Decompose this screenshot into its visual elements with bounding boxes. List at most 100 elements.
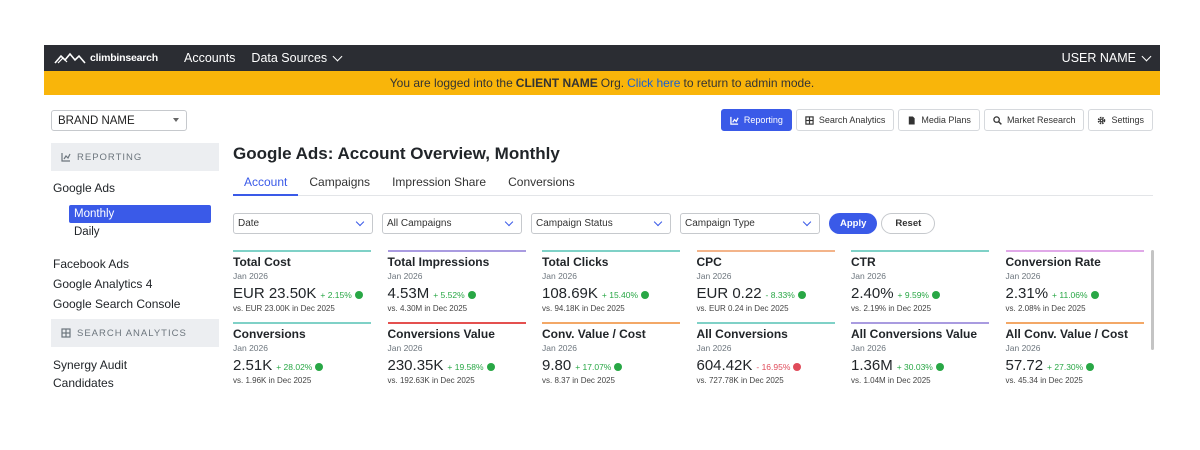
chevron-down-icon — [1141, 51, 1152, 61]
metric-card: Conversions Jan 2026 2.51K + 28.02% vs. 1.96… — [233, 322, 371, 390]
metric-change: + 15.40% — [602, 290, 650, 300]
reporting-button[interactable]: Reporting — [720, 109, 792, 131]
arrow-up-circle-icon — [1090, 291, 1099, 299]
brand-select[interactable]: BRAND NAME — [51, 110, 187, 131]
reset-button[interactable]: Reset — [881, 213, 936, 234]
campaign-status-select[interactable]: Campaign Status — [531, 213, 671, 234]
reporting-button-label: Reporting — [743, 115, 783, 125]
metric-card: All Conversions Jan 2026 604.42K - 16.95% vs… — [696, 322, 835, 390]
metric-accent-bar — [387, 322, 526, 324]
metric-accent-bar — [542, 250, 680, 252]
settings-button[interactable]: Settings — [1088, 109, 1153, 131]
metric-accent-bar — [851, 322, 989, 324]
metric-change: + 28.02% — [276, 362, 324, 372]
metric-comparison: vs. 2.08% in Dec 2025 — [1005, 304, 1086, 313]
metric-change: - 8.33% — [766, 290, 806, 300]
date-select[interactable]: Date — [233, 213, 373, 234]
arrow-down-circle-icon — [793, 363, 802, 371]
logo[interactable]: climbinsearch — [44, 52, 184, 64]
return-admin-link[interactable]: Click here — [627, 76, 681, 90]
metric-accent-bar — [1005, 322, 1144, 324]
metric-comparison: vs. 8.37 in Dec 2025 — [542, 376, 615, 385]
campaigns-select-value: All Campaigns — [387, 218, 452, 229]
metric-value: EUR 0.22 — [696, 285, 762, 302]
settings-button-label: Settings — [1111, 115, 1144, 125]
sidebar-item-google-search-console[interactable]: Google Search Console — [53, 297, 181, 311]
metric-accent-bar — [233, 322, 371, 324]
sidebar-item-google-ads[interactable]: Google Ads — [53, 181, 116, 195]
nav-data-sources-dropdown[interactable]: Data Sources — [251, 51, 343, 65]
page-title: Google Ads: Account Overview, Monthly — [233, 144, 560, 163]
market-research-button-label: Market Research — [1006, 115, 1076, 125]
sidebar-item-facebook-ads[interactable]: Facebook Ads — [53, 257, 130, 271]
chevron-down-icon — [355, 217, 365, 227]
metric-period: Jan 2026 — [696, 343, 732, 353]
metric-card: CTR Jan 2026 2.40% + 9.59% vs. 2.19% in Dec … — [851, 250, 989, 318]
arrow-up-circle-icon — [354, 291, 363, 299]
metric-value: 2.51K — [233, 357, 273, 374]
admin-banner: You are logged into the CLIENT NAME Org.… — [44, 71, 1160, 95]
sidebar-item-candidates[interactable]: Candidates — [53, 376, 114, 390]
logo-text: climbinsearch — [90, 52, 159, 64]
metric-value: 57.72 — [1005, 357, 1044, 374]
tab-conversions[interactable]: Conversions — [508, 175, 575, 189]
metric-card: CPC Jan 2026 EUR 0.22- 8.33% vs. EUR 0.24 i… — [696, 250, 835, 318]
sidebar-section-search-label: SEARCH ANALYTICS — [77, 327, 187, 339]
metric-period: Jan 2026 — [1005, 271, 1041, 281]
metric-accent-bar — [851, 250, 989, 252]
campaigns-select[interactable]: All Campaigns — [382, 213, 522, 234]
metric-comparison: vs. 1.96K in Dec 2025 — [233, 376, 312, 385]
campaign-type-select[interactable]: Campaign Type — [680, 213, 820, 234]
sidebar-item-synergy-audit[interactable]: Synergy Audit — [53, 358, 128, 372]
metric-accent-bar — [542, 322, 680, 324]
search-analytics-button[interactable]: Search Analytics — [795, 109, 895, 131]
sidebar-section-search-analytics: SEARCH ANALYTICS — [51, 319, 219, 347]
arrow-up-circle-icon — [1086, 363, 1095, 371]
metric-change-value: + 5.52% — [433, 290, 465, 300]
metric-comparison: vs. 94.18K in Dec 2025 — [542, 304, 625, 313]
sidebar-item-google-analytics-4[interactable]: Google Analytics 4 — [53, 277, 153, 291]
metric-change-value: + 9.59% — [897, 290, 929, 300]
metric-change-value: - 16.95% — [756, 362, 791, 372]
metric-accent-bar — [696, 322, 835, 324]
apply-button[interactable]: Apply — [829, 213, 878, 234]
metric-value: 230.35K — [387, 357, 444, 374]
metric-period: Jan 2026 — [1005, 343, 1041, 353]
sidebar-item-monthly[interactable]: Monthly — [69, 205, 211, 223]
tab-campaigns[interactable]: Campaigns — [309, 175, 371, 189]
arrow-up-circle-icon — [315, 363, 324, 371]
metric-change: + 17.07% — [575, 362, 623, 372]
date-select-value: Date — [238, 218, 260, 229]
metric-value: 2.40% — [851, 285, 894, 302]
metric-value: 1.36M — [851, 357, 893, 374]
metric-change-value: + 17.07% — [575, 362, 612, 372]
metric-change: + 19.58% — [447, 362, 495, 372]
media-plans-button[interactable]: Media Plans — [898, 109, 980, 131]
module-toolbar: Reporting Search Analytics Media Plans — [717, 109, 1153, 131]
metric-title: All Conv. Value / Cost — [1005, 327, 1128, 341]
metric-title: Conversions — [233, 327, 306, 341]
metric-accent-bar — [1005, 250, 1144, 252]
tab-account[interactable]: Account — [233, 169, 299, 196]
metric-change: + 11.06% — [1052, 290, 1099, 300]
metric-change-value: + 27.30% — [1047, 362, 1084, 372]
sidebar-item-daily[interactable]: Daily — [74, 226, 100, 238]
market-research-button[interactable]: Market Research — [983, 109, 1085, 131]
metric-change-value: + 11.06% — [1052, 290, 1088, 300]
metric-title: Conv. Value / Cost — [542, 327, 646, 341]
metric-value: 604.42K — [696, 357, 753, 374]
arrow-up-circle-icon — [467, 291, 476, 299]
metric-accent-bar — [387, 250, 526, 252]
tab-impression-share[interactable]: Impression Share — [392, 175, 487, 189]
arrow-up-circle-icon — [935, 363, 944, 371]
metric-period: Jan 2026 — [851, 271, 886, 281]
arrow-up-circle-icon — [614, 363, 623, 371]
metric-comparison: vs. 4.30M in Dec 2025 — [387, 304, 468, 313]
user-menu[interactable]: USER NAME — [1062, 51, 1152, 65]
chevron-down-icon — [653, 217, 663, 227]
nav-accounts-link[interactable]: Accounts — [184, 51, 236, 65]
metric-period: Jan 2026 — [233, 271, 268, 281]
metric-card: Conversion Rate Jan 2026 2.31% + 11.06% vs. … — [1005, 250, 1144, 318]
scrollbar[interactable] — [1151, 250, 1154, 350]
metric-card: All Conv. Value / Cost Jan 2026 57.72 + 27.… — [1005, 322, 1144, 390]
